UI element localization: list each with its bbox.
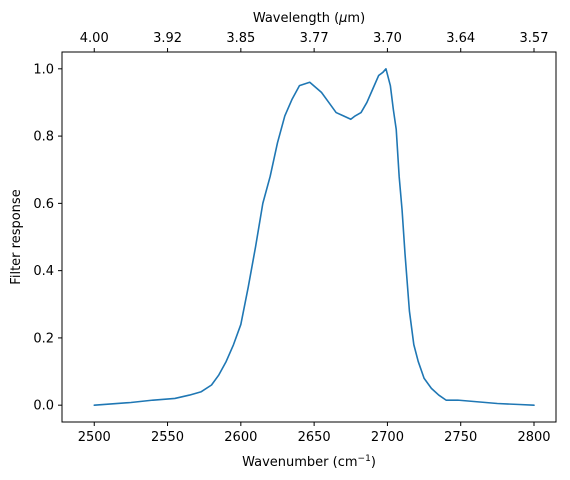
x-axis-label-superscript: −1 — [358, 454, 371, 464]
x-tick-label: 2600 — [224, 430, 257, 445]
x-tick-label: 2550 — [151, 430, 184, 445]
top-tick-label: 3.92 — [153, 31, 182, 46]
y-tick-label: 0.8 — [33, 130, 54, 145]
top-axis-label-close: m) — [347, 11, 365, 26]
x-axis-ticks: 2500 2550 2600 2650 2700 2750 2800 — [78, 422, 551, 445]
top-axis-label-mu: μ — [338, 11, 347, 26]
x-axis-label-text: Wavenumber (cm — [242, 455, 357, 470]
x-axis-label: Wavenumber (cm−1) — [242, 454, 376, 470]
y-axis-ticks: 0.0 0.2 0.4 0.6 0.8 1.0 — [33, 62, 62, 414]
y-tick-label: 1.0 — [33, 62, 54, 77]
top-tick-label: 3.85 — [226, 31, 255, 46]
y-axis-label: Filter response — [9, 189, 24, 284]
top-axis-label: Wavelength (μm) — [253, 11, 365, 26]
y-tick-label: 0.6 — [33, 197, 54, 212]
y-tick-label: 0.4 — [33, 264, 54, 279]
y-tick-label: 0.0 — [33, 399, 54, 414]
x-axis-label-close: ) — [371, 455, 376, 470]
top-axis-ticks: 4.00 3.92 3.85 3.77 3.70 3.64 3.57 — [80, 31, 549, 52]
top-tick-label: 3.77 — [300, 31, 329, 46]
x-tick-label: 2800 — [517, 430, 550, 445]
top-axis-label-text: Wavelength ( — [253, 11, 339, 26]
series-line — [93, 68, 535, 406]
plot-frame — [61, 51, 557, 423]
top-tick-label: 4.00 — [80, 31, 109, 46]
top-tick-label: 3.57 — [520, 31, 549, 46]
top-tick-label: 3.70 — [373, 31, 402, 46]
x-tick-label: 2500 — [78, 430, 111, 445]
x-tick-label: 2750 — [444, 430, 477, 445]
y-tick-label: 0.2 — [33, 331, 54, 346]
x-tick-label: 2700 — [371, 430, 404, 445]
top-tick-label: 3.64 — [446, 31, 475, 46]
x-tick-label: 2650 — [298, 430, 331, 445]
